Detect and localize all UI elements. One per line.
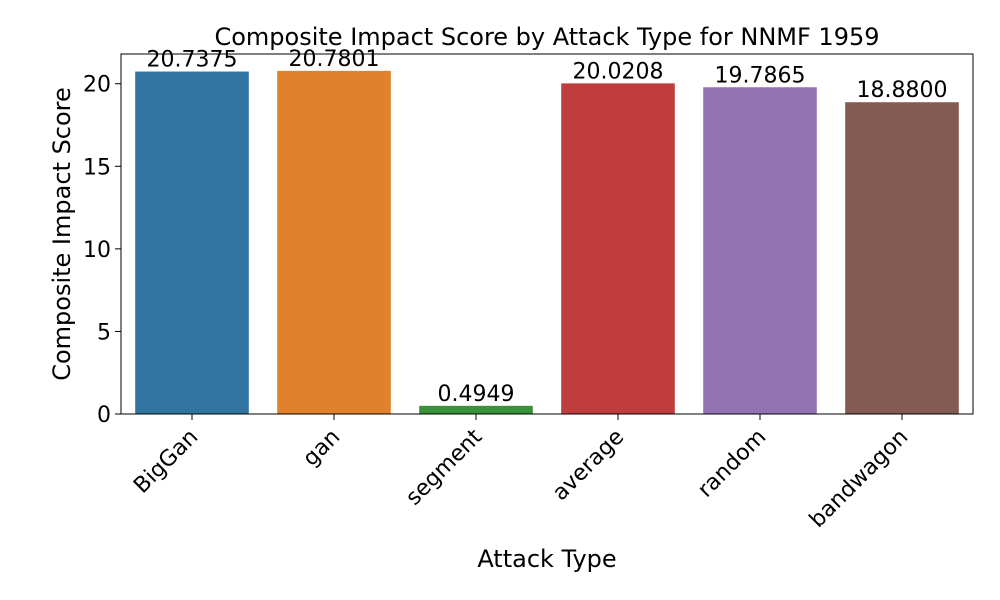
- x-tick-label: bandwagon: [805, 425, 913, 533]
- y-tick-label: 10: [83, 238, 111, 263]
- plot-frame: [120, 53, 974, 415]
- bar-bandwagon: [845, 102, 959, 414]
- y-tick-label: 5: [97, 320, 111, 345]
- bar-BigGan: [135, 71, 249, 414]
- x-axis: BigGan gan segment average random bandwagon: [129, 414, 913, 533]
- bar-average: [561, 83, 675, 414]
- y-tick-label: 15: [83, 155, 111, 180]
- chart-title: Composite Impact Score by Attack Type fo…: [214, 23, 879, 51]
- bar-segment: [419, 405, 533, 414]
- x-axis-label: Attack Type: [477, 545, 616, 573]
- y-tick-label: 20: [83, 73, 111, 98]
- x-tick-label: average: [548, 425, 629, 506]
- x-tick-label: segment: [401, 424, 487, 510]
- y-axis: 0 5 10 15 20: [83, 73, 121, 428]
- bar-value-label: 20.7801: [289, 47, 380, 72]
- bar-value-label: 20.0208: [573, 59, 664, 84]
- bar-gan: [277, 70, 391, 415]
- bar-value-label: 20.7375: [147, 48, 238, 73]
- y-tick-label: 0: [97, 403, 111, 428]
- bar-value-label: 19.7865: [715, 63, 806, 88]
- bar-random: [703, 87, 817, 414]
- bar-value-label: 18.8800: [857, 78, 948, 103]
- y-axis-label: Composite Impact Score: [48, 87, 76, 381]
- bars-layer: [135, 70, 959, 415]
- x-tick-label: random: [693, 425, 771, 503]
- bar-labels-layer: 20.7375 20.7801 0.4949 20.0208 19.7865 18.880…: [147, 47, 948, 407]
- bar-value-label: 0.4949: [438, 382, 515, 407]
- x-tick-label: gan: [298, 425, 345, 472]
- x-tick-label: BigGan: [129, 425, 203, 499]
